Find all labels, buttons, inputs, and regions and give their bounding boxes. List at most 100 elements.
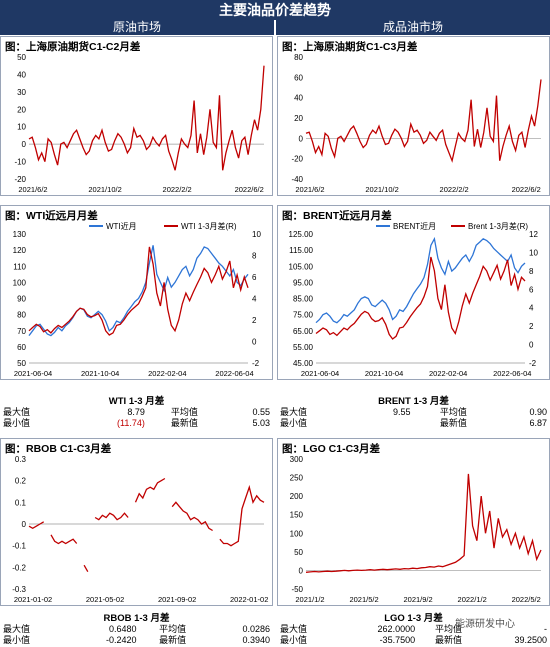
panel-lgo: 图：LGO C1-C3月差 300 250 200 150 100 50 0 -50 2021/… [277, 438, 550, 606]
y2-tick-label: 6 [529, 285, 534, 294]
x-tick-label: 2021-01-02 [14, 595, 52, 604]
stat-value: 0.0286 [242, 624, 270, 634]
lgo-stats: LGO 1-3 月差 最大值 262.0000 平均值 - 最小值 -35.75… [277, 610, 550, 646]
y-tick-label: 60 [17, 343, 26, 352]
stat-value: 0.3940 [242, 635, 270, 645]
stat-value: -35.7500 [379, 635, 416, 645]
brent-stats: BRENT 1-3 月差 最大值 9.55 平均值 0.90 最小值 最新值 6… [277, 393, 550, 429]
table-row: 最小值 -0.2420 最新值 0.3940 [0, 635, 273, 646]
series-line [28, 477, 265, 573]
y-tick-label: 0.2 [15, 477, 27, 486]
stat-value: 39.2500 [514, 635, 547, 645]
stat-label: 平均值 [159, 624, 187, 634]
x-tick-label: 2021-09-02 [158, 595, 196, 604]
y-tick-label: 75.00 [293, 311, 314, 320]
stat-value: 0.90 [529, 407, 547, 417]
wti-chart: 130 120 110 100 90 80 70 60 50 10 8 6 4 2 0 -2 2021-06-0… [13, 221, 262, 378]
section-crude: 原油市场 [0, 20, 274, 35]
x-tick-label: 2021-10-04 [81, 369, 119, 378]
y-tick-label: -0.2 [12, 563, 26, 572]
y-tick-label: 80 [17, 311, 26, 320]
stats-table: 最大值 262.0000 平均值 - 最小值 -35.7500 最新值 39.2… [277, 624, 550, 646]
y2-tick-label: 4 [529, 304, 534, 313]
x-tick-label: 2022-02-04 [148, 369, 186, 378]
panel-brent: 图：BRENT近远月月差 125.00 115.00 105.00 95.00 85.0… [277, 205, 550, 380]
y-tick-label: -0.3 [12, 585, 26, 594]
y2-tick-label: 10 [529, 248, 538, 257]
wti-stats: WTI 1-3 月差 最大值 8.79 平均值 0.55 最小值 (11.74)… [0, 393, 273, 429]
x-tick-label: 2021/5/2 [349, 595, 378, 604]
y-tick-label: 105.00 [289, 262, 314, 271]
y-tick-label: 45.00 [293, 359, 314, 368]
chart-title: 图：WTI近远月月差 [5, 210, 98, 222]
y2-tick-label: 0 [529, 341, 534, 350]
y2-tick-label: 2 [252, 316, 257, 325]
panel-wti: 图：WTI近远月月差 130 120 110 100 90 80 70 60 50 10 8 6 4 2 0… [0, 205, 273, 380]
stat-value: - [544, 624, 547, 634]
y-tick-label: 200 [290, 492, 304, 501]
table-row: 最小值 -35.7500 最新值 39.2500 [277, 635, 550, 646]
y-tick-label: 115.00 [289, 246, 313, 255]
x-tick-label: 2021/10/2 [88, 185, 121, 194]
y-tick-label: 50 [294, 548, 303, 557]
legend-label: BRENT近月 [393, 221, 436, 231]
stat-value: (11.74) [117, 418, 145, 428]
y-tick-label: 150 [290, 511, 304, 520]
y-tick-label: 85.00 [293, 295, 314, 304]
y-tick-label: -50 [291, 585, 303, 594]
stat-label: 平均值 [435, 624, 463, 634]
y-tick-label: 10 [17, 123, 26, 132]
stats-caption: BRENT 1-3 月差 [378, 396, 449, 407]
y-tick-label: 50 [17, 359, 26, 368]
y-tick-label: 120 [13, 246, 27, 255]
y-tick-label: 100 [13, 278, 27, 287]
y-tick-label: 0 [22, 140, 27, 149]
stat-label: 最大值 [3, 407, 31, 417]
x-tick-label: 2021/6/2 [18, 185, 47, 194]
stat-label: 最新值 [159, 635, 187, 645]
stats-caption: RBOB 1-3 月差 [103, 613, 170, 624]
x-tick-label: 2022-06-04 [493, 369, 531, 378]
y-tick-label: -20 [14, 175, 26, 184]
series-line [28, 65, 265, 171]
y-tick-label: -10 [14, 158, 26, 167]
y-tick-label: 0.1 [15, 498, 27, 507]
y2-tick-label: 8 [529, 267, 534, 276]
legend-label: WTI近月 [106, 221, 137, 231]
x-tick-label: 2021/1/2 [295, 595, 324, 604]
y-tick-label: 130 [13, 230, 27, 239]
y-tick-label: 50 [17, 53, 26, 62]
stat-value: 8.79 [127, 407, 145, 417]
chart-title: 图：LGO C1-C3月差 [282, 443, 381, 455]
y-tick-label: 60 [294, 73, 303, 82]
series-line [28, 246, 249, 336]
y2-tick-label: 4 [252, 295, 257, 304]
y-tick-label: 30 [17, 88, 26, 97]
stat-value: 0.55 [252, 407, 270, 417]
stat-label: 最大值 [280, 624, 308, 634]
legend-label: Brent 1-3月差(R) [468, 221, 528, 231]
y2-tick-label: 2 [529, 322, 534, 331]
panel-sc-c1c2: 图：上海原油期货C1-C2月差 50 40 30 20 10 0 -10 -20 2021/6/… [0, 36, 273, 196]
y-tick-label: 65.00 [293, 327, 314, 336]
x-tick-label: 2021-06-04 [14, 369, 52, 378]
panel-sc-c1c3: 图：上海原油期货C1-C3月差 80 60 40 20 0 -20 -40 2021/6/2 2… [277, 36, 550, 196]
stats-table: 最大值 0.6480 平均值 0.0286 最小值 -0.2420 最新值 0.… [0, 624, 273, 646]
stats-table: 最大值 8.79 平均值 0.55 最小值 (11.74) 最新值 5.03 [0, 407, 273, 429]
y-tick-label: -0.1 [12, 542, 26, 551]
y-tick-label: -40 [291, 175, 303, 184]
x-tick-label: 2022/1/2 [458, 595, 487, 604]
x-tick-label: 2022/6/2 [512, 185, 541, 194]
series-line [305, 473, 542, 573]
y-tick-label: -20 [291, 155, 303, 164]
brent-chart: 125.00 115.00 105.00 95.00 85.00 75.00 65.00 55… [289, 221, 539, 378]
y2-tick-label: 8 [252, 252, 257, 261]
y-tick-label: 90 [17, 295, 26, 304]
stat-value: 6.87 [529, 418, 547, 428]
x-tick-label: 2022/6/2 [235, 185, 264, 194]
y-tick-label: 0 [22, 520, 27, 529]
x-tick-label: 2021/9/2 [403, 595, 432, 604]
